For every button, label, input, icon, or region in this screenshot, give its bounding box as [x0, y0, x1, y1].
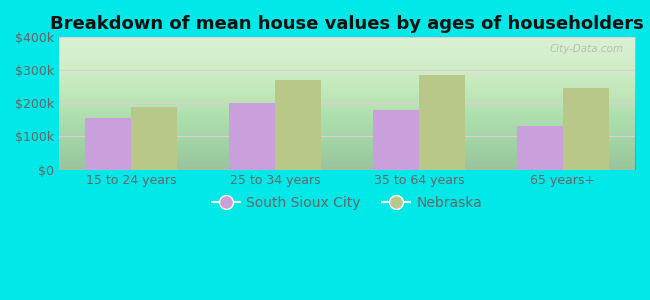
Bar: [373, 110, 419, 169]
Bar: [563, 88, 609, 170]
Text: City-Data.com: City-Data.com: [549, 44, 623, 54]
Bar: [229, 103, 275, 170]
Title: Breakdown of mean house values by ages of householders: Breakdown of mean house values by ages o…: [50, 15, 644, 33]
Legend: South Sioux City, Nebraska: South Sioux City, Nebraska: [206, 190, 488, 215]
Bar: [419, 75, 465, 170]
Bar: [517, 126, 563, 169]
Bar: [131, 107, 177, 170]
Bar: [275, 80, 321, 170]
Bar: [85, 118, 131, 169]
